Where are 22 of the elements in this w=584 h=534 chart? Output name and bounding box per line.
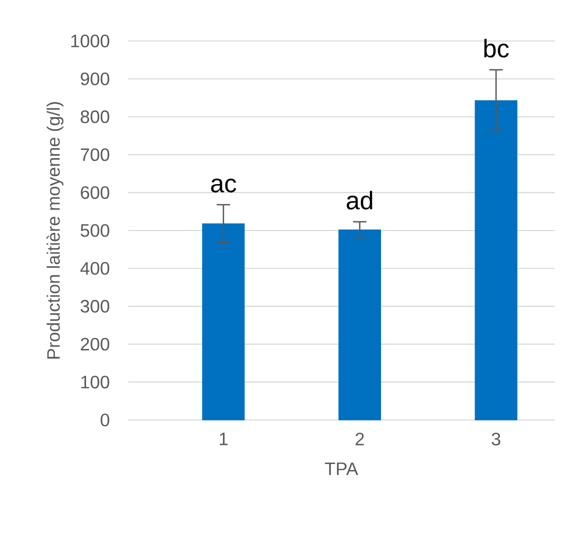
y-tick-label: 400 (80, 262, 110, 275)
y-tick-label: 100 (81, 376, 110, 388)
y-tick-label: 300 (80, 300, 110, 313)
bar (338, 229, 382, 420)
y-tick-label: 500 (80, 224, 110, 237)
x-tick-label: 1 (220, 432, 228, 446)
bar (202, 223, 245, 420)
x-axis-title: TPA (324, 462, 358, 475)
y-tick-label: 900 (80, 72, 110, 86)
x-tick-label: 2 (356, 432, 364, 446)
y-tick-label: 0 (100, 414, 110, 426)
y-tick-label: 600 (80, 186, 110, 199)
bar (474, 100, 518, 420)
y-tick-label: 700 (80, 148, 110, 162)
y-tick-label: 200 (80, 338, 110, 351)
y-axis-title: Production laitière moyenne (g/l) (46, 102, 64, 359)
annotation: ad (346, 190, 372, 210)
x-tick-label: 3 (492, 432, 500, 446)
annotation: bc (484, 38, 509, 58)
y-tick-label: 1000 (71, 34, 110, 48)
annotation: ac (211, 178, 236, 192)
y-tick-label: 800 (80, 110, 110, 124)
